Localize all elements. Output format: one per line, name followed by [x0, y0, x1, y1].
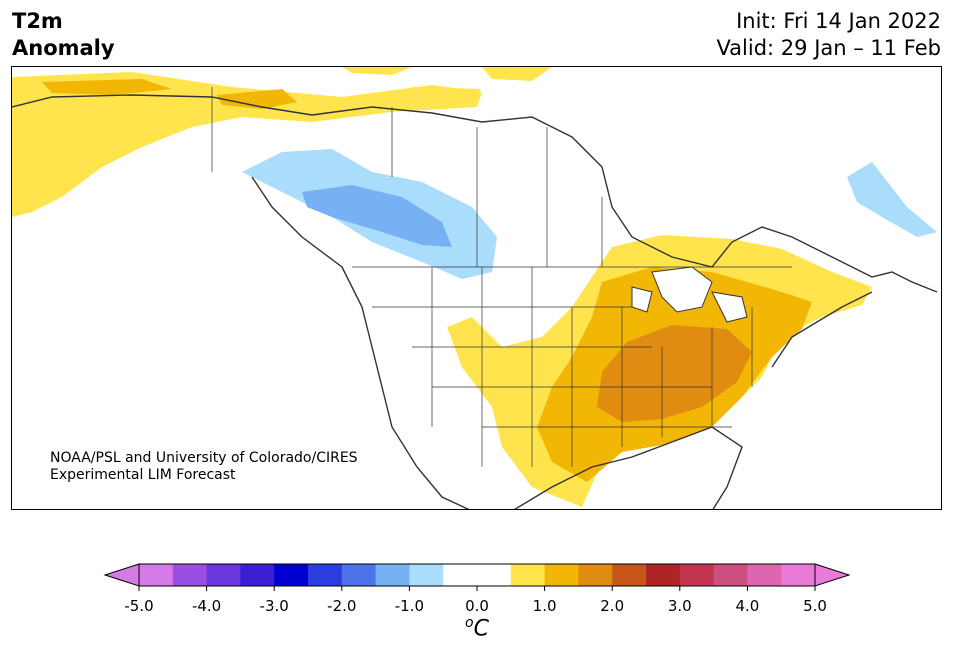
- colorbar-segment: [510, 564, 546, 586]
- valid-range: Valid: 29 Jan – 11 Feb: [716, 36, 941, 60]
- colorbar-tick-label: 4.0: [735, 597, 760, 615]
- credit-line2: Experimental LIM Forecast: [50, 467, 236, 483]
- forecast-dates: Init: Fri 14 Jan 2022 Valid: 29 Jan – 11…: [716, 8, 941, 62]
- colorbar-tick-label: -1.0: [394, 597, 425, 615]
- colorbar-segment: [375, 564, 410, 586]
- colorbar-tick-label: 0.0: [465, 597, 489, 615]
- arctic-warm-region: [342, 67, 552, 99]
- colorbar-segment: [713, 564, 748, 586]
- colorbar-unit: oC: [465, 615, 489, 641]
- credit-text: NOAA/PSL and University of Colorado/CIRE…: [50, 450, 358, 484]
- colorbar-segment: [240, 564, 275, 586]
- colorbar-segment: [172, 564, 208, 586]
- colorbar-segment: [409, 564, 444, 586]
- colorbar-segment: [341, 564, 377, 586]
- colorbar-tick-label: -3.0: [259, 597, 289, 615]
- coastline-north-america: [12, 94, 938, 509]
- colorbar-segment: [139, 564, 174, 586]
- colorbar-ticks: [138, 586, 816, 591]
- colorbar-segment: [578, 564, 613, 586]
- colorbar-tick-label: 2.0: [600, 597, 625, 615]
- colorbar-segment: [477, 564, 512, 586]
- colorbar-segments: [139, 564, 816, 586]
- init-date: Init: Fri 14 Jan 2022: [736, 9, 941, 33]
- credit-line1: NOAA/PSL and University of Colorado/CIRE…: [50, 450, 358, 466]
- eastern-us-hot-core: [597, 325, 752, 422]
- state-boundaries: [211, 87, 792, 467]
- colorbar-tick-label: -2.0: [327, 597, 357, 615]
- title-type: Anomaly: [12, 36, 115, 60]
- colorbar-tick-label: 1.0: [532, 597, 557, 615]
- colorbar-segment: [206, 564, 241, 586]
- labrador-cold-region: [847, 162, 937, 237]
- colorbar-segment: [274, 564, 309, 586]
- colorbar-segment: [679, 564, 715, 586]
- title-variable: T2m: [12, 9, 63, 33]
- colorbar-tick-label: -4.0: [191, 597, 222, 615]
- colorbar-over-arrow: [814, 563, 851, 587]
- colorbar-under-arrow: [103, 563, 140, 587]
- unit-base: C: [473, 616, 489, 642]
- colorbar-segment: [612, 564, 647, 586]
- map-svg: [12, 67, 938, 509]
- map-title: T2m Anomaly: [12, 8, 115, 62]
- colorbar-segment: [544, 564, 579, 586]
- colorbar-segment: [308, 564, 343, 586]
- colorbar-tick-label: 5.0: [803, 597, 827, 615]
- anomaly-map: [11, 66, 942, 510]
- colorbar-tick-label: 3.0: [667, 597, 692, 615]
- unit-prefix: o: [465, 615, 474, 631]
- colorbar-tick-label: -5.0: [124, 597, 154, 615]
- colorbar-segment: [781, 564, 816, 586]
- colorbar-segment: [443, 564, 478, 586]
- colorbar-segment: [646, 564, 681, 586]
- colorbar-segment: [747, 564, 782, 586]
- canada-colder-region: [302, 185, 452, 247]
- great-lakes: [631, 266, 748, 323]
